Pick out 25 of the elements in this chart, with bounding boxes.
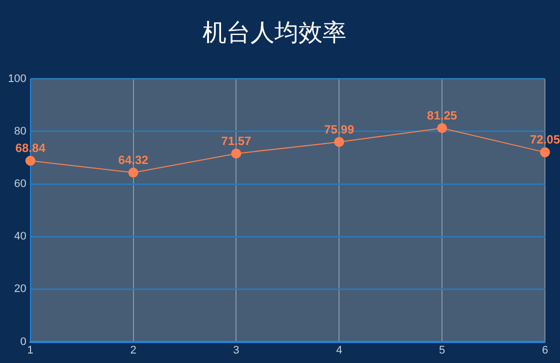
- data-label: 68.84: [15, 141, 46, 156]
- y-tick-label: 0: [20, 336, 26, 348]
- y-tick-label: 60: [14, 178, 26, 190]
- y-tick-label: 40: [14, 230, 26, 243]
- point: [231, 148, 242, 159]
- data-label: 72.05: [530, 132, 560, 147]
- x-tick-label: 4: [336, 344, 342, 356]
- data-label: 71.57: [221, 134, 252, 148]
- point: [128, 168, 138, 178]
- x-tick-label: 3: [233, 344, 240, 356]
- data-label: 75.99: [324, 122, 354, 136]
- x-tick-label: 5: [439, 344, 446, 356]
- x-tick-label: 1: [27, 344, 34, 356]
- data-label: 81.25: [427, 108, 458, 122]
- y-tick-label: 20: [14, 283, 26, 296]
- data-label: 64.32: [118, 152, 149, 167]
- point: [437, 123, 448, 134]
- point: [334, 136, 344, 147]
- y-tick-label: 100: [8, 72, 26, 85]
- y-tick-label: 80: [14, 125, 26, 138]
- point: [25, 156, 36, 166]
- point: [540, 147, 550, 158]
- x-tick-label: 2: [130, 344, 136, 356]
- x-tick-label: 6: [542, 344, 548, 356]
- chart-title: 机台人均效率: [202, 18, 346, 47]
